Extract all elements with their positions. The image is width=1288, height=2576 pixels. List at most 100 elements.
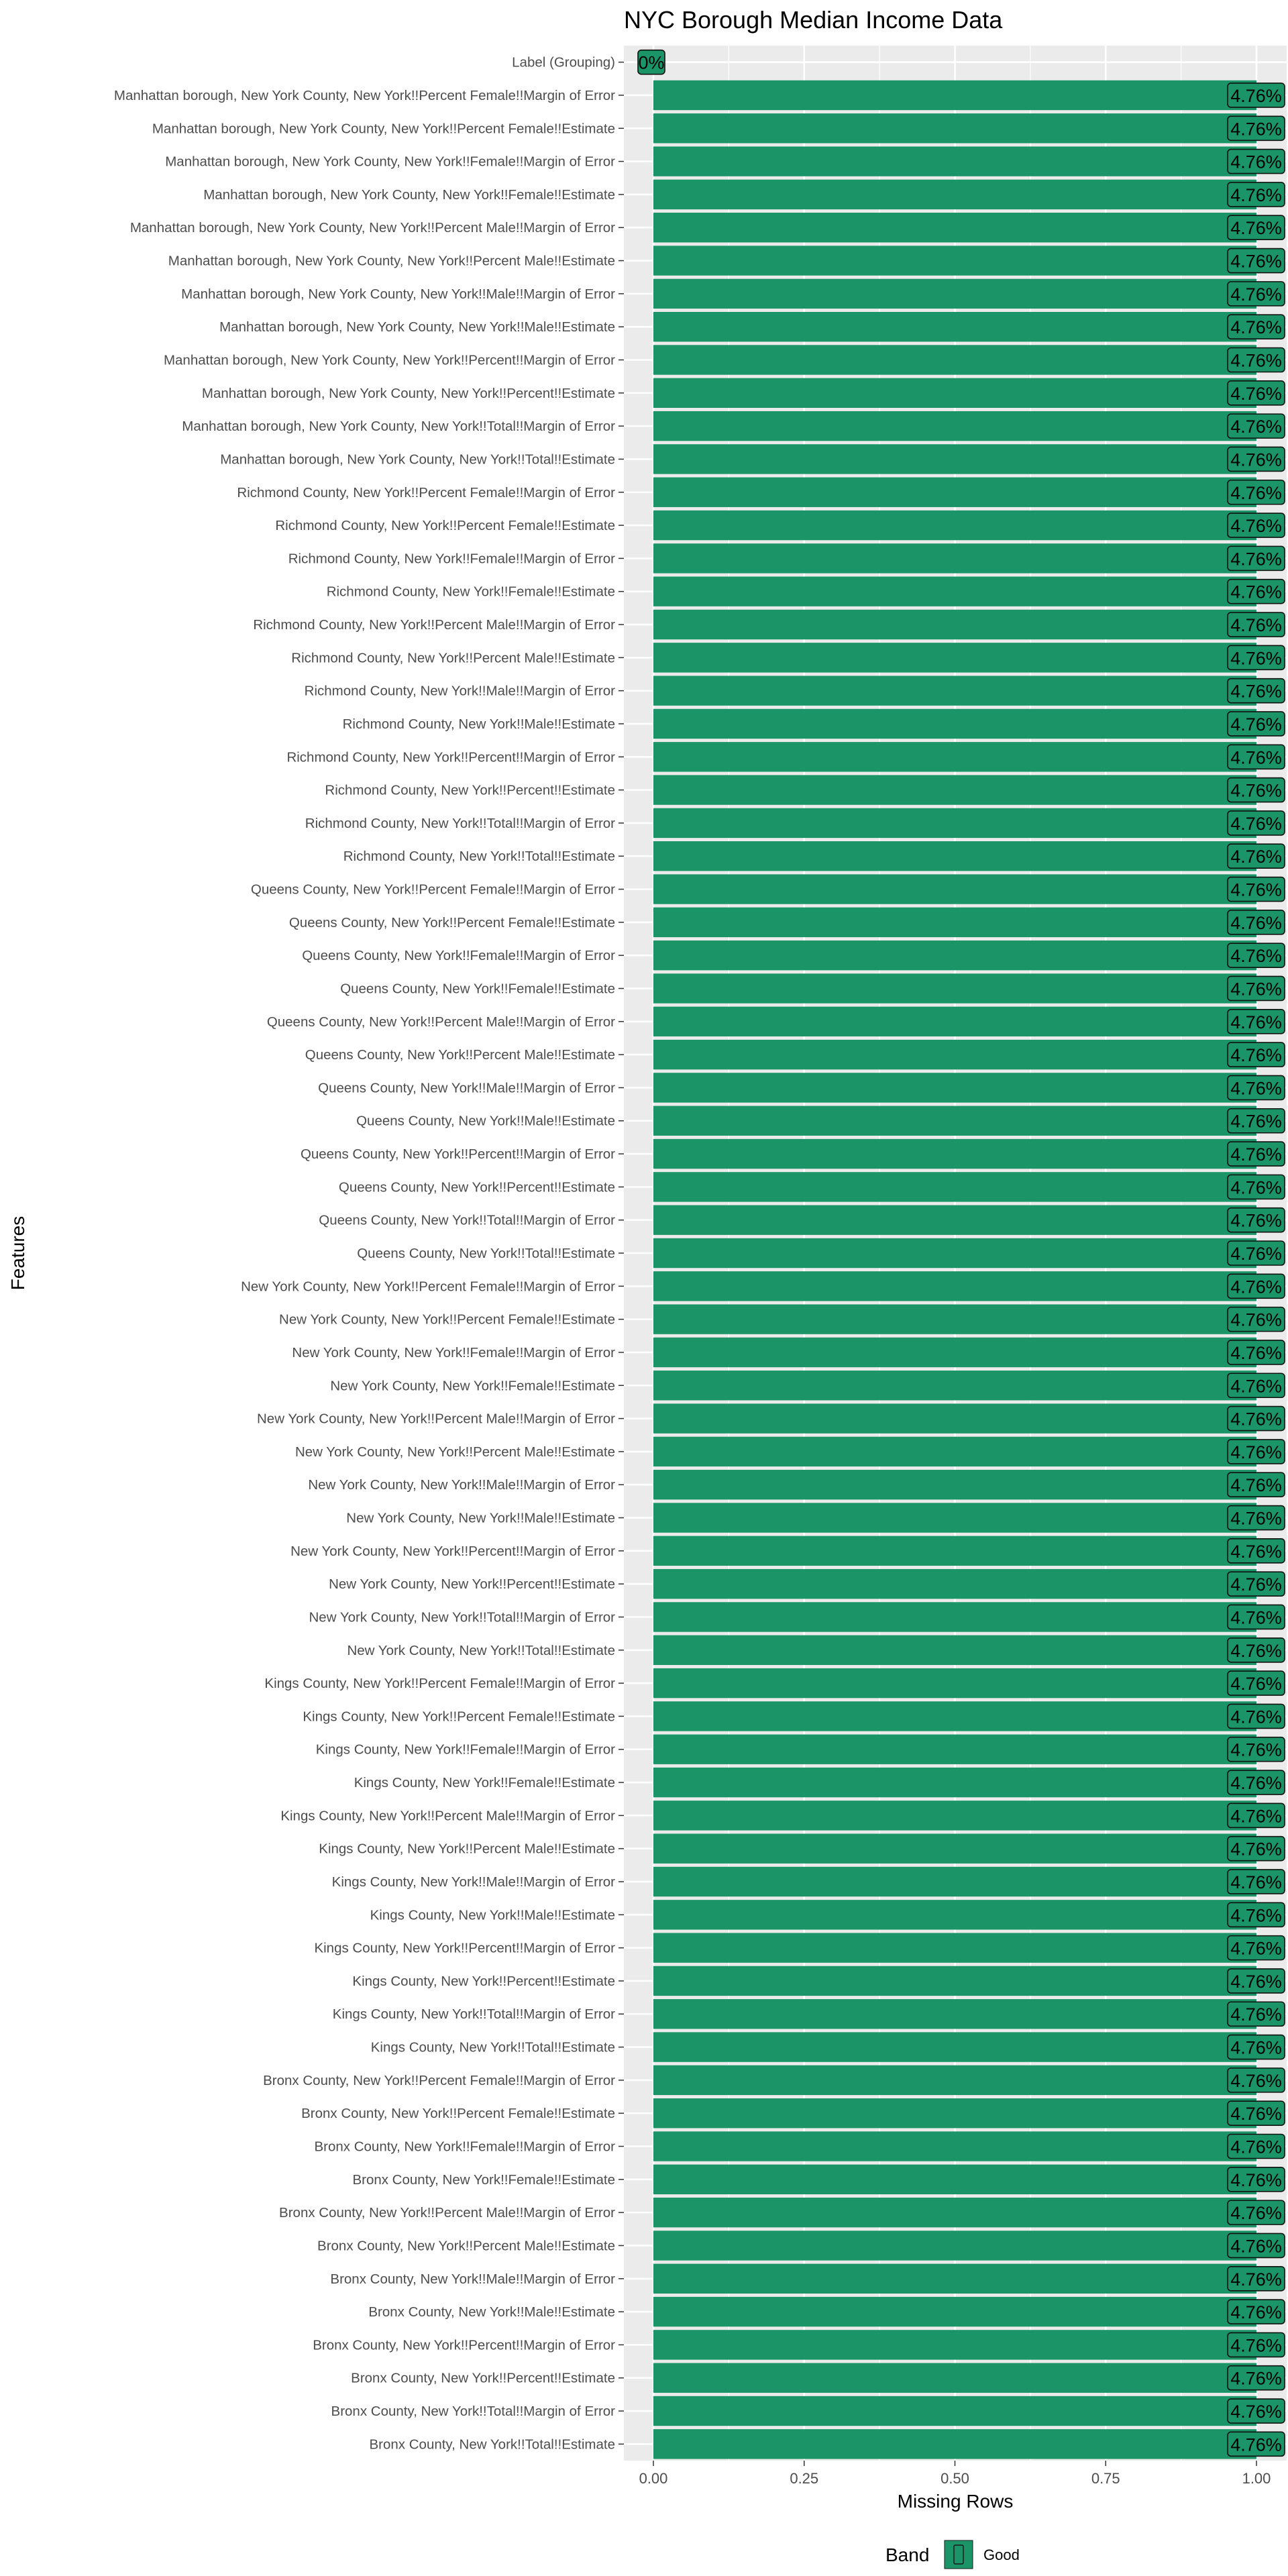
data-label-box xyxy=(1227,1340,1285,1365)
data-label-text: 4.76% xyxy=(1230,1475,1282,1495)
data-label-box xyxy=(1227,711,1285,737)
data-label-box xyxy=(1227,2034,1285,2060)
data-label-text: 4.76% xyxy=(1230,119,1282,139)
bar xyxy=(653,2396,1256,2426)
x-tick-label: 0.50 xyxy=(941,2470,969,2487)
data-label: 4.76% xyxy=(1227,1340,1285,1365)
feature-label: Queens County, New York!!Male!!Margin of… xyxy=(318,1080,615,1095)
data-label-box xyxy=(1227,347,1285,373)
feature-label: Bronx County, New York!!Percent!!Margin … xyxy=(313,2337,615,2353)
feature-label: Manhattan borough, New York County, New … xyxy=(130,220,615,235)
data-label: 4.76% xyxy=(1227,148,1285,174)
data-label-text: 4.76% xyxy=(1230,384,1282,404)
bar xyxy=(653,808,1256,839)
bar xyxy=(653,1966,1256,1996)
data-label: 4.76% xyxy=(1227,2299,1285,2324)
data-label: 4.76% xyxy=(1227,810,1285,836)
data-label-box xyxy=(1227,248,1285,274)
bar xyxy=(653,1106,1256,1136)
data-label-box xyxy=(1227,645,1285,671)
data-label-text: 4.76% xyxy=(1230,1839,1282,1860)
bar xyxy=(653,1933,1256,1963)
data-label: 4.76% xyxy=(1227,314,1285,339)
data-label-box xyxy=(1227,2332,1285,2358)
data-label: 4.76% xyxy=(1227,1670,1285,1696)
data-label-text: 4.76% xyxy=(1230,1376,1282,1396)
data-label-text: 4.76% xyxy=(1230,2004,1282,2025)
bar xyxy=(653,1371,1256,1401)
bar xyxy=(653,179,1256,210)
legend-entry-good: Good xyxy=(983,2546,1020,2563)
feature-label: New York County, New York!!Percent!!Esti… xyxy=(329,1576,615,1592)
data-label-text: 4.76% xyxy=(1230,880,1282,900)
bar xyxy=(653,1470,1256,1500)
bar xyxy=(653,246,1256,276)
data-label-box xyxy=(1227,578,1285,604)
data-label-box xyxy=(1227,1141,1285,1167)
bars xyxy=(653,80,1256,2459)
feature-label: Bronx County, New York!!Total!!Estimate xyxy=(369,2436,615,2452)
data-label: 4.76% xyxy=(1227,513,1285,538)
bar xyxy=(653,1734,1256,1764)
data-label-text: 4.76% xyxy=(1230,979,1282,999)
bar xyxy=(653,1304,1256,1334)
bar xyxy=(653,80,1256,111)
data-label: 4.76% xyxy=(1227,215,1285,241)
bar xyxy=(653,1999,1256,2029)
bar xyxy=(653,2363,1256,2393)
data-label: 4.76% xyxy=(1227,1703,1285,1729)
data-label-text: 4.76% xyxy=(1230,252,1282,272)
data-label-box xyxy=(1227,513,1285,538)
feature-label: Manhattan borough, New York County, New … xyxy=(220,451,615,467)
data-label: 4.76% xyxy=(1227,1306,1285,1332)
bar xyxy=(653,609,1256,640)
data-label-box xyxy=(1227,215,1285,241)
feature-label: Bronx County, New York!!Female!!Estimate xyxy=(352,2172,615,2188)
feature-labels: Label (Grouping) Manhattan borough, New Y… xyxy=(114,55,624,2452)
feature-label: Kings County, New York!!Total!!Margin of… xyxy=(333,2006,615,2022)
data-label-text: 4.76% xyxy=(1230,2137,1282,2157)
data-label: 4.76% xyxy=(1227,711,1285,737)
feature-label: Richmond County, New York!!Percent!!Esti… xyxy=(325,783,615,798)
bar xyxy=(653,477,1256,507)
data-label-box xyxy=(1227,1604,1285,1630)
data-label: 4.76% xyxy=(1227,2167,1285,2192)
feature-label: New York County, New York!!Female!!Estim… xyxy=(330,1378,615,1393)
data-label-text: 4.76% xyxy=(1230,747,1282,767)
data-label-text: 4.76% xyxy=(1230,1641,1282,1661)
feature-label: Richmond County, New York!!Percent Femal… xyxy=(237,485,615,500)
feature-label: Kings County, New York!!Percent Male!!Es… xyxy=(319,1841,615,1857)
data-label-box xyxy=(1227,876,1285,902)
bar xyxy=(653,1568,1256,1599)
data-label-text: 4.76% xyxy=(1230,682,1282,702)
feature-label: Bronx County, New York!!Percent Female!!… xyxy=(263,2073,615,2088)
data-label-box xyxy=(637,49,665,75)
data-labels: 0% 4.76% 4.76% 4.76% 4.76% 4.76% 4.76% 4.76% 4.7… xyxy=(637,49,1285,2457)
data-label: 4.76% xyxy=(1227,2398,1285,2424)
bar xyxy=(653,2263,1256,2294)
data-label-text: 4.76% xyxy=(1230,648,1282,668)
feature-label: Kings County, New York!!Female!!Margin o… xyxy=(316,1742,615,1758)
feature-label: Kings County, New York!!Percent!!Estimat… xyxy=(352,1974,615,1989)
data-label-box xyxy=(1227,2233,1285,2259)
bar xyxy=(653,1271,1256,1301)
data-label: 4.76% xyxy=(1227,2200,1285,2225)
bar xyxy=(653,643,1256,673)
feature-label: Richmond County, New York!!Percent Male!… xyxy=(253,617,615,633)
feature-label: Richmond County, New York!!Total!!Margin… xyxy=(305,816,615,831)
bar xyxy=(653,1833,1256,1864)
data-label-text: 4.76% xyxy=(1230,1211,1282,1231)
data-label: 4.76% xyxy=(1227,1505,1285,1531)
feature-label: Richmond County, New York!!Total!!Estima… xyxy=(343,849,615,864)
data-label-text: 4.76% xyxy=(1230,152,1282,172)
bar xyxy=(653,775,1256,805)
feature-label: Manhattan borough, New York County, New … xyxy=(168,254,615,269)
feature-label: Richmond County, New York!!Male!!Margin … xyxy=(305,684,616,699)
data-label-text: 4.76% xyxy=(1230,2434,1282,2455)
data-label-box xyxy=(1227,2100,1285,2126)
data-label-text: 4.76% xyxy=(1230,1442,1282,1462)
data-label: 4.76% xyxy=(1227,1604,1285,1630)
data-label-box xyxy=(1227,2001,1285,2027)
data-label-text: 4.76% xyxy=(1230,1012,1282,1032)
feature-label: New York County, New York!!Total!!Margin… xyxy=(309,1609,615,1625)
